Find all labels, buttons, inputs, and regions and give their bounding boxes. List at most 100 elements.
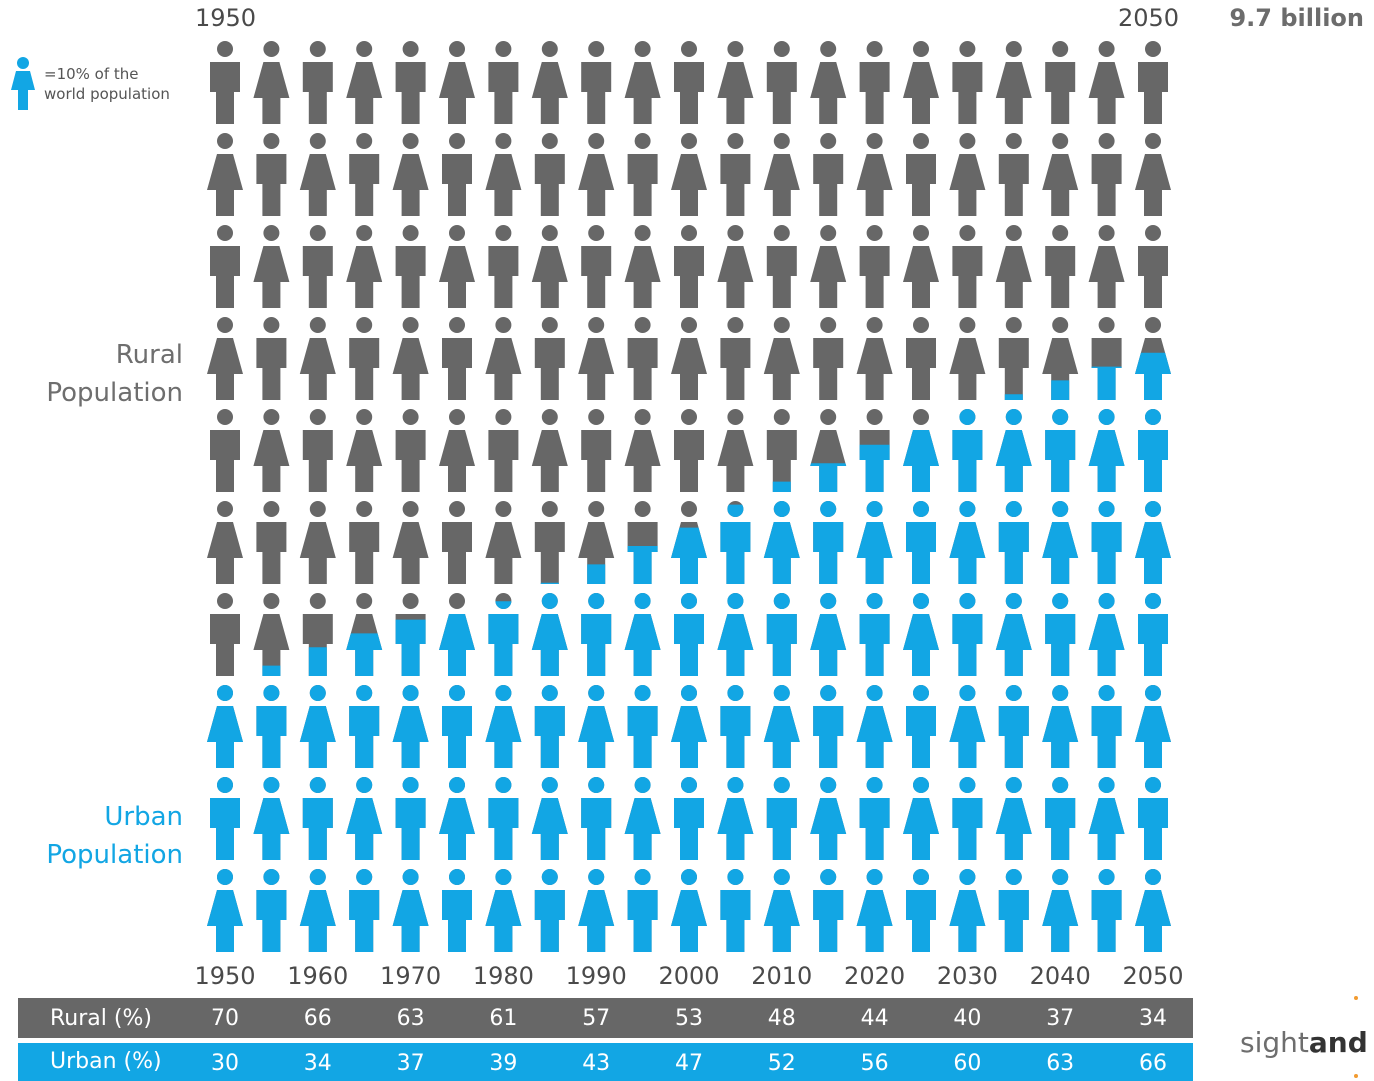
rural-percent-cell: 37 xyxy=(1046,1006,1075,1031)
person-woman-icon xyxy=(717,593,754,676)
person-man-icon xyxy=(302,593,333,676)
person-woman-icon xyxy=(485,133,522,216)
person-man-icon xyxy=(998,869,1029,952)
x-tick-label: 1990 xyxy=(565,962,627,990)
person-woman-icon xyxy=(299,317,336,400)
person-woman-icon xyxy=(1135,501,1171,584)
person-man-icon xyxy=(302,225,333,308)
person-man-icon xyxy=(1138,41,1168,124)
person-woman-icon xyxy=(253,409,290,492)
urban-label-line-1: Urban xyxy=(104,802,183,832)
person-woman-icon xyxy=(392,501,429,584)
person-woman-icon xyxy=(810,593,847,676)
person-man-icon xyxy=(442,685,472,768)
person-woman-icon xyxy=(346,409,383,492)
person-woman-icon xyxy=(439,225,475,308)
person-man-icon xyxy=(627,133,658,216)
x-tick-label: 2020 xyxy=(844,962,906,990)
person-woman-icon xyxy=(763,685,800,768)
person-man-icon xyxy=(302,41,333,124)
person-man-icon xyxy=(1091,869,1122,952)
person-man-icon xyxy=(998,501,1029,584)
person-woman-icon xyxy=(531,225,568,308)
person-man-icon xyxy=(906,685,936,768)
person-man-icon xyxy=(210,593,240,676)
rural-percent-cell: 48 xyxy=(767,1006,796,1031)
person-woman-icon xyxy=(392,685,429,768)
rural-percent-cell: 66 xyxy=(303,1006,332,1031)
person-man-icon xyxy=(859,225,890,308)
person-man-icon xyxy=(442,869,472,952)
person-man-icon xyxy=(534,317,565,400)
person-man-icon xyxy=(813,869,844,952)
person-woman-icon xyxy=(624,593,661,676)
person-man-icon xyxy=(766,409,797,492)
person-woman-icon xyxy=(485,685,522,768)
person-woman-icon xyxy=(299,869,336,952)
person-woman-icon xyxy=(810,41,847,124)
rural-percent-cell: 53 xyxy=(675,1006,703,1031)
person-man-icon xyxy=(349,317,380,400)
person-man-icon xyxy=(766,225,797,308)
x-tick-label: 1960 xyxy=(287,962,349,990)
person-woman-icon xyxy=(717,225,754,308)
person-man-icon xyxy=(256,869,287,952)
person-man-icon xyxy=(813,685,844,768)
person-man-icon xyxy=(488,777,519,860)
x-tick-label: 1980 xyxy=(472,962,534,990)
urban-percent-row: Urban (%) 30 34 37 39 43 47 52 56 60 63 66 xyxy=(18,1043,1193,1081)
x-tick-label: 2050 xyxy=(1122,962,1184,990)
person-woman-icon xyxy=(995,41,1032,124)
person-woman-icon xyxy=(1135,317,1171,400)
person-woman-icon xyxy=(763,317,800,400)
person-man-icon xyxy=(906,501,936,584)
person-man-icon xyxy=(1138,777,1168,860)
person-man-icon xyxy=(674,593,704,676)
rural-label-line-1: Rural xyxy=(115,340,183,370)
person-woman-icon xyxy=(903,777,939,860)
person-woman-icon xyxy=(531,777,568,860)
person-man-icon xyxy=(534,133,565,216)
person-woman-icon xyxy=(810,225,847,308)
person-man-icon xyxy=(442,317,472,400)
person-woman-icon xyxy=(392,869,429,952)
person-man-icon xyxy=(302,409,333,492)
person-man-icon xyxy=(1045,409,1076,492)
rural-percent-cell: 44 xyxy=(860,1006,889,1031)
person-woman-icon xyxy=(810,409,847,492)
person-woman-icon xyxy=(346,225,383,308)
urban-percent-cell: 60 xyxy=(953,1051,982,1076)
person-man-icon xyxy=(581,593,612,676)
person-man-icon xyxy=(859,593,890,676)
person-man-icon xyxy=(998,685,1029,768)
person-woman-icon xyxy=(578,317,615,400)
person-woman-icon xyxy=(949,685,986,768)
rural-label-line-2: Population xyxy=(46,378,183,408)
person-woman-icon xyxy=(1135,869,1171,952)
rural-percent-cell: 63 xyxy=(396,1006,425,1031)
person-man-icon xyxy=(1045,41,1076,124)
legend-text: =10% of the world population xyxy=(44,64,170,104)
person-woman-icon xyxy=(299,133,336,216)
person-man-icon xyxy=(998,133,1029,216)
person-woman-icon xyxy=(949,133,986,216)
person-man-icon xyxy=(1091,317,1122,400)
person-woman-icon xyxy=(578,501,615,584)
rural-percent-cell: 57 xyxy=(582,1006,611,1031)
person-woman-icon xyxy=(856,869,893,952)
urban-percent-cell: 37 xyxy=(396,1051,425,1076)
person-woman-icon xyxy=(763,869,800,952)
person-man-icon xyxy=(581,41,612,124)
logo-text-light: sight xyxy=(1240,1026,1309,1059)
person-man-icon xyxy=(766,41,797,124)
person-man-icon xyxy=(395,777,426,860)
rural-percent-cell: 34 xyxy=(1139,1006,1167,1031)
person-woman-icon xyxy=(671,869,707,952)
person-man-icon xyxy=(906,869,936,952)
person-man-icon xyxy=(952,777,983,860)
person-woman-icon xyxy=(903,41,939,124)
person-man-icon xyxy=(859,777,890,860)
person-man-icon xyxy=(720,133,751,216)
person-man-icon xyxy=(1138,409,1168,492)
x-tick-label: 1950 xyxy=(194,962,256,990)
